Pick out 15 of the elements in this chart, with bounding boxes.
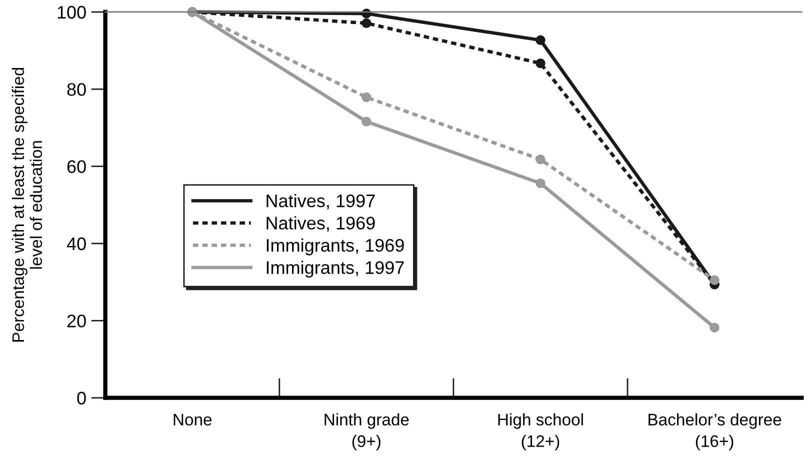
- legend-label: Natives, 1997: [266, 194, 375, 210]
- x-tick-label: Ninth grade (9+): [324, 413, 409, 450]
- legend-label: Natives, 1969: [266, 216, 375, 232]
- y-tick-label: 80: [67, 83, 86, 96]
- y-tick-label: 100: [58, 6, 86, 19]
- x-tick-label: None: [174, 414, 212, 426]
- y-axis-title: Percentage with at least the specified level of education: [12, 68, 42, 342]
- x-tick-label: Bachelor’s degree (16+): [648, 413, 782, 450]
- y-tick-label: 0: [77, 392, 86, 405]
- x-tick-label: High school (12+): [498, 413, 583, 450]
- legend-label: Immigrants, 1997: [266, 260, 404, 278]
- y-tick-label: 20: [67, 314, 86, 328]
- legend-label: Immigrants, 1969: [266, 238, 404, 256]
- y-tick-label: 60: [67, 160, 86, 174]
- y-tick-label: 40: [66, 237, 86, 250]
